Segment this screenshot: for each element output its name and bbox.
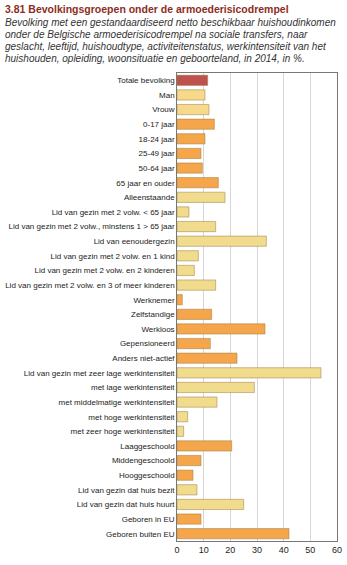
svg-text:Zelfstandige: Zelfstandige xyxy=(131,310,175,319)
svg-text:0-17 jaar: 0-17 jaar xyxy=(143,120,175,129)
svg-text:met zeer hoge werkintensiteit: met zeer hoge werkintensiteit xyxy=(71,427,176,436)
svg-text:Lid van gezin met 2 volw. en 1: Lid van gezin met 2 volw. en 1 kind xyxy=(51,252,175,261)
svg-text:Laaggeschoold: Laaggeschoold xyxy=(120,442,174,451)
svg-text:Anders niet-actief: Anders niet-actief xyxy=(112,354,175,363)
svg-text:50-64 jaar: 50-64 jaar xyxy=(139,164,175,173)
svg-text:Lid van gezin met zeer lage we: Lid van gezin met zeer lage werkintensit… xyxy=(24,369,176,378)
svg-text:Alleenstaande: Alleenstaande xyxy=(124,193,175,202)
svg-text:Geboren buiten EU: Geboren buiten EU xyxy=(106,529,175,538)
svg-text:met middelmatige werkintensite: met middelmatige werkintensiteit xyxy=(59,398,176,407)
svg-text:18-24 jaar: 18-24 jaar xyxy=(139,135,175,144)
svg-text:Gepensioneerd: Gepensioneerd xyxy=(120,339,175,348)
svg-text:Totale bevolking: Totale bevolking xyxy=(117,76,174,85)
svg-text:Lid van gezin dat huis bezit: Lid van gezin dat huis bezit xyxy=(78,486,175,495)
svg-text:Hooggeschoold: Hooggeschoold xyxy=(119,471,175,480)
svg-text:65 jaar en ouder: 65 jaar en ouder xyxy=(116,178,175,187)
svg-text:Lid van gezin met 2 volw., min: Lid van gezin met 2 volw., minstens 1 > … xyxy=(9,222,175,231)
svg-text:20: 20 xyxy=(225,545,235,555)
svg-text:Vrouw: Vrouw xyxy=(152,105,175,114)
svg-text:60: 60 xyxy=(332,545,342,555)
svg-text:Lid van gezin met 2 volw. en 3: Lid van gezin met 2 volw. en 3 of meer k… xyxy=(5,281,174,290)
svg-text:Lid van gezin met 2 volw. en 2: Lid van gezin met 2 volw. en 2 kinderen xyxy=(35,266,175,275)
svg-text:Geboren in EU: Geboren in EU xyxy=(122,515,175,524)
svg-text:met lage werkintensiteit: met lage werkintensiteit xyxy=(91,383,175,392)
svg-text:50: 50 xyxy=(305,545,315,555)
svg-text:Werkloos: Werkloos xyxy=(141,325,174,334)
html-text:3.81 Bevolkingsgroepen onder d: 3.81 Bevolkingsgroepen onder de armoeder… xyxy=(5,3,289,15)
svg-text:30: 30 xyxy=(252,545,262,555)
svg-text:Lid van eenoudergezin: Lid van eenoudergezin xyxy=(94,237,175,246)
svg-text:10: 10 xyxy=(199,545,209,555)
svg-text:0: 0 xyxy=(174,545,179,555)
svg-text:met hoge werkintensiteit: met hoge werkintensiteit xyxy=(88,412,175,421)
svg-text:Lid van gezin met 2 volw. < 65: Lid van gezin met 2 volw. < 65 jaar xyxy=(52,208,175,217)
svg-text:Lid van gezin dat huis huurt: Lid van gezin dat huis huurt xyxy=(77,500,176,509)
svg-text:40: 40 xyxy=(279,545,289,555)
svg-text:Man: Man xyxy=(159,91,175,100)
svg-text:25-49 jaar: 25-49 jaar xyxy=(139,149,175,158)
html-text:Bevolking met een gestandaardi: Bevolking met een gestandaardiseerd nett… xyxy=(5,17,336,64)
svg-text:Middengeschoold: Middengeschoold xyxy=(112,456,175,465)
svg-text:Werknemer: Werknemer xyxy=(133,295,175,304)
